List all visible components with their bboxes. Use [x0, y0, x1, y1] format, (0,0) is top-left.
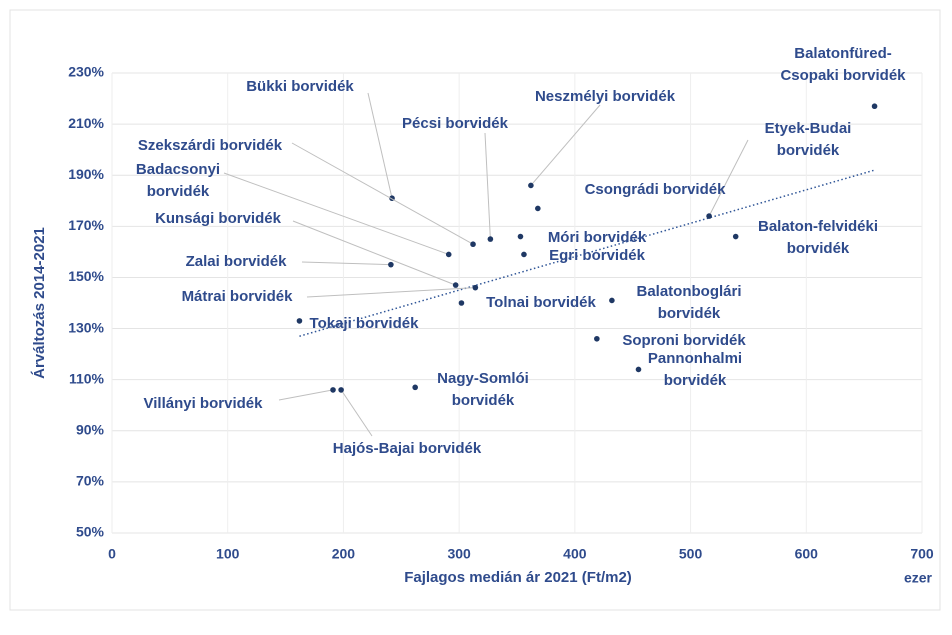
point-label: Soproni borvidék: [622, 332, 746, 349]
point-label: Etyek-Budai: [765, 120, 852, 137]
point-label: borvidék: [787, 240, 850, 257]
point: [609, 297, 615, 304]
leader-line: [291, 142, 474, 245]
point: [732, 233, 739, 240]
y-tick-label: 150%: [68, 268, 104, 284]
point-label: Zalai borvidék: [186, 253, 288, 270]
point-label: Tolnai borvidék: [486, 294, 596, 311]
point-label: borvidék: [664, 372, 727, 389]
point-label: Balatonfüred-: [794, 45, 892, 62]
point: [635, 366, 642, 373]
point: [412, 384, 418, 391]
point-label: borvidék: [658, 305, 721, 322]
point: [452, 282, 459, 288]
x-tick-label: 100: [216, 546, 240, 562]
point-label: Csopaki borvidék: [780, 67, 906, 84]
x-axis-title: Fajlagos medián ár 2021 (Ft/m2): [404, 569, 632, 586]
point: [487, 236, 494, 242]
point: [470, 241, 476, 248]
point-label: Mátrai borvidék: [182, 288, 294, 305]
point: [706, 213, 712, 219]
point-label: Pécsi borvidék: [402, 115, 509, 132]
point-label: Pannonhalmi: [648, 350, 742, 367]
point: [388, 261, 394, 268]
y-tick-label: 70%: [76, 473, 105, 489]
leader-line: [340, 389, 373, 437]
point-label: Tokaji borvidék: [310, 315, 420, 332]
point-label: Csongrádi borvidék: [585, 181, 727, 198]
leader-line: [292, 220, 456, 286]
leader-line: [530, 104, 601, 186]
point: [594, 335, 600, 342]
leader-line: [708, 139, 749, 217]
y-tick-label: 190%: [68, 166, 104, 182]
point-label: Bükki borvidék: [246, 78, 354, 95]
y-axis-title: Árváltozás 2014-2021: [31, 227, 48, 379]
leader-line: [484, 132, 491, 240]
x-tick-label: 200: [332, 546, 356, 562]
point-label: Móri borvidék: [548, 229, 647, 246]
point-label: Villányi borvidék: [144, 395, 264, 412]
x-tick-label: 500: [679, 546, 703, 562]
point: [472, 284, 479, 291]
leader-line: [367, 92, 393, 199]
y-tick-label: 170%: [68, 217, 104, 233]
point-label: borvidék: [147, 183, 210, 200]
leader-line: [301, 261, 391, 266]
point-label: Badacsonyi: [136, 161, 220, 178]
point-label: Egri borvidék: [549, 247, 646, 264]
leader-line: [278, 389, 334, 401]
x-axis-unit: ezer: [904, 570, 933, 586]
x-tick-label: 400: [563, 546, 587, 562]
chart-frame: [9, 9, 941, 611]
y-tick-label: 110%: [69, 370, 105, 386]
point-label: Nagy-Somlói: [437, 370, 529, 387]
point: [535, 205, 541, 212]
y-tick-label: 210%: [68, 115, 104, 131]
point-label: Balaton-felvidéki: [758, 218, 878, 235]
leader-line: [306, 287, 476, 298]
point-label: Neszmélyi borvidék: [535, 88, 676, 105]
point-label: Hajós-Bajai borvidék: [333, 440, 482, 457]
y-tick-label: 90%: [76, 421, 105, 437]
y-tick-label: 50%: [76, 524, 105, 540]
x-tick-label: 0: [108, 546, 116, 562]
point: [445, 251, 452, 258]
point-label: borvidék: [452, 392, 515, 409]
point: [871, 103, 878, 110]
point-label: Kunsági borvidék: [155, 210, 282, 227]
point: [528, 182, 534, 189]
point: [521, 251, 527, 258]
point: [296, 318, 303, 324]
point-label: Szekszárdi borvidék: [138, 137, 283, 154]
x-tick-label: 600: [795, 546, 819, 562]
x-tick-label: 700: [910, 546, 934, 562]
point-label: borvidék: [777, 142, 840, 159]
leader-line: [223, 172, 449, 255]
point: [458, 300, 465, 306]
point: [330, 387, 336, 393]
y-tick-label: 230%: [68, 64, 104, 80]
point-label: Balatonboglári: [636, 283, 741, 300]
point: [338, 387, 344, 393]
point: [517, 233, 524, 240]
x-tick-label: 300: [447, 546, 471, 562]
y-tick-label: 130%: [68, 319, 104, 335]
